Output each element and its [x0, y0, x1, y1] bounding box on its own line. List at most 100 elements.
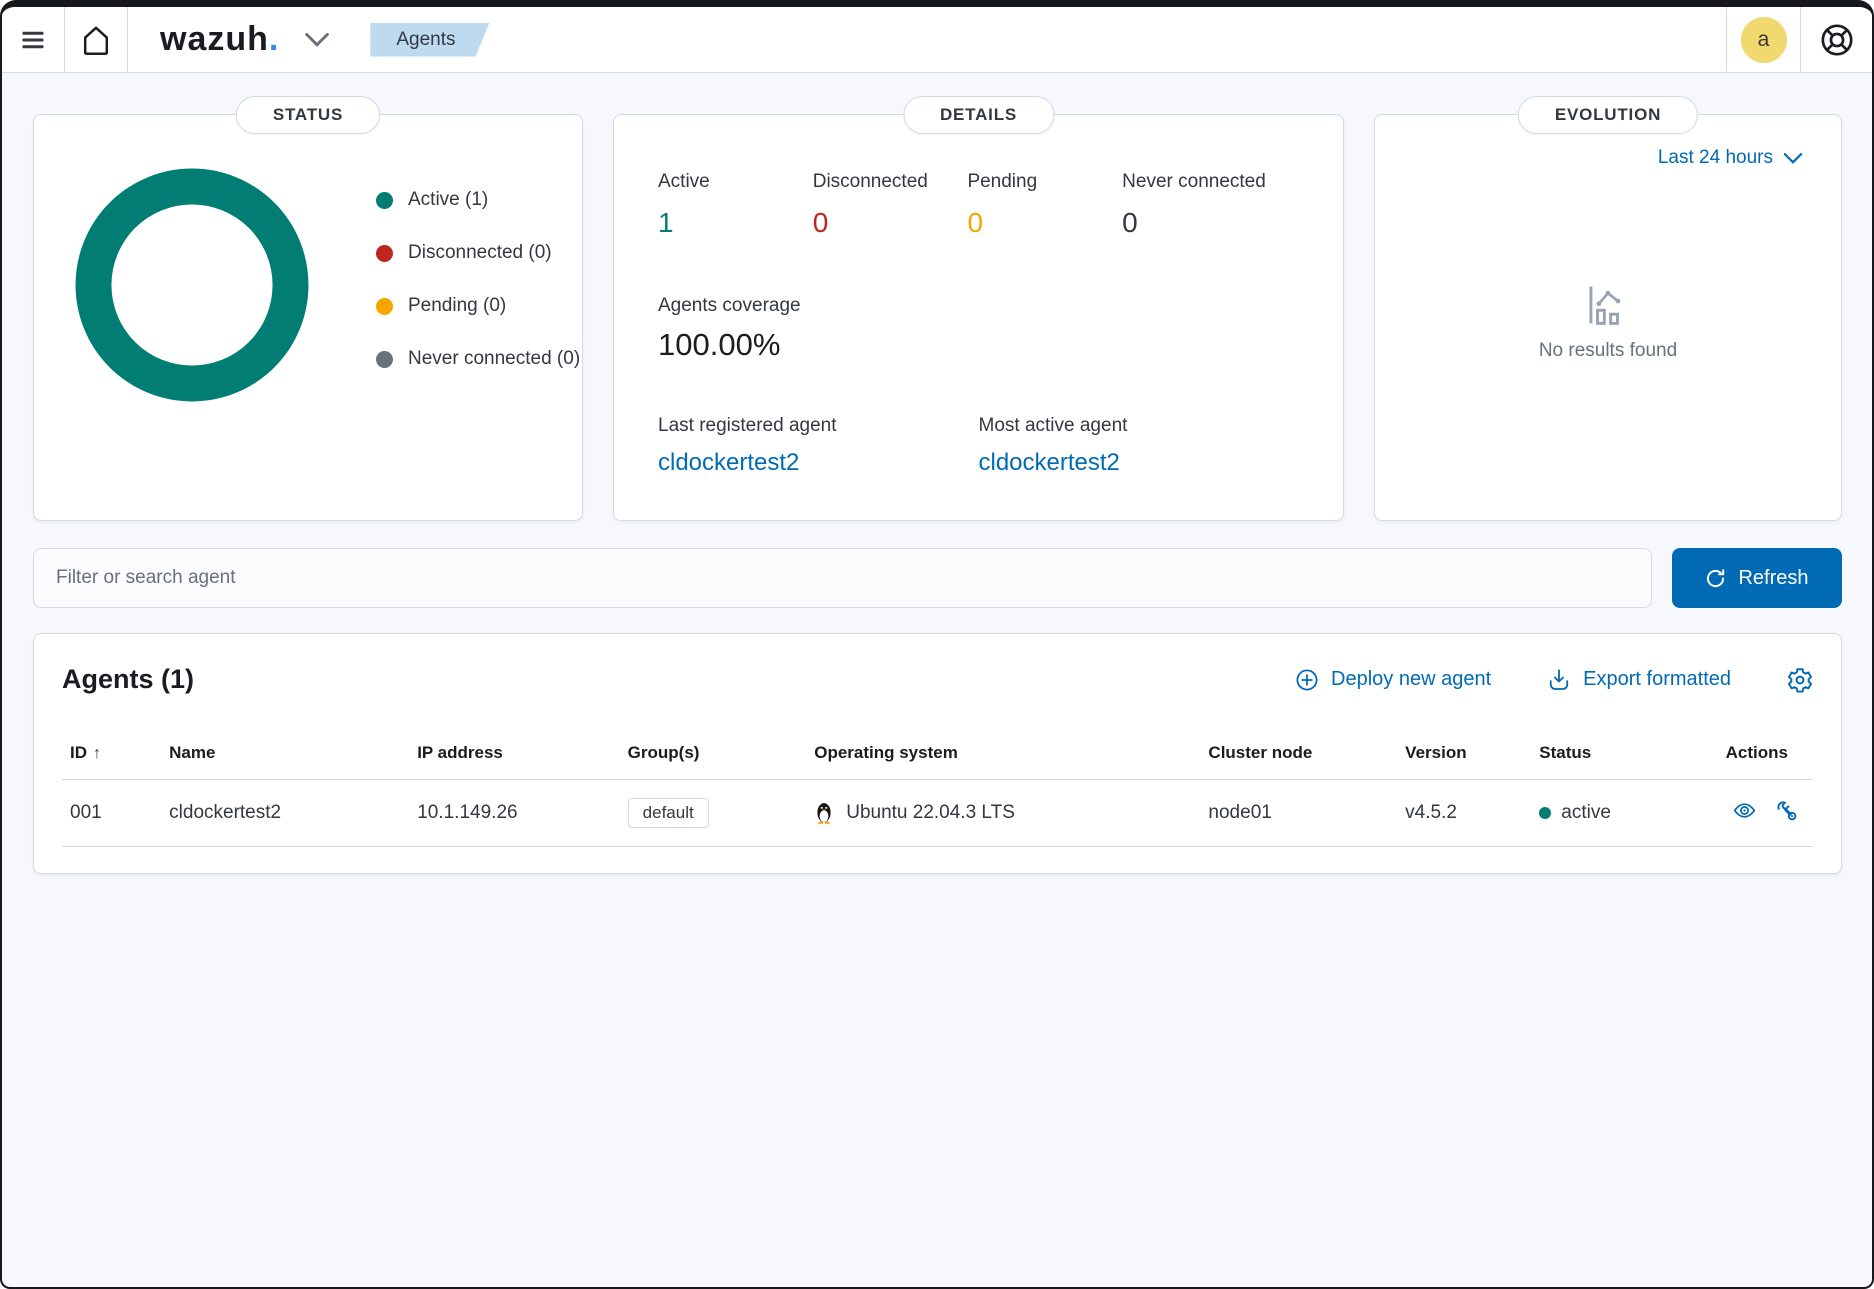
- avatar-initial: a: [1757, 27, 1770, 51]
- column-label: ID: [70, 743, 87, 762]
- cell-group: default: [619, 779, 807, 847]
- home-button[interactable]: [65, 7, 128, 72]
- last-registered-agent: Last registered agent cldockertest2: [658, 415, 979, 477]
- breadcrumb-tab-agents[interactable]: Agents: [370, 23, 489, 57]
- legend-dot-active: [376, 191, 393, 209]
- agent-config-button[interactable]: [1768, 799, 1805, 825]
- top-navigation-bar: wazuh. Agents a: [2, 7, 1872, 73]
- evolution-card: EVOLUTION Last 24 hours: [1374, 96, 1842, 521]
- export-formatted-label: Export formatted: [1583, 668, 1731, 690]
- linux-penguin-icon: [814, 801, 834, 825]
- logo-dot: .: [268, 20, 279, 58]
- help-button[interactable]: [1800, 7, 1872, 72]
- export-formatted-button[interactable]: Export formatted: [1547, 668, 1731, 692]
- download-icon: [1547, 668, 1571, 692]
- stat-never-connected: Never connected 0: [1122, 171, 1299, 239]
- column-header-cluster-node[interactable]: Cluster node: [1200, 729, 1397, 780]
- agents-panel-title: Agents (1): [62, 664, 195, 694]
- legend-label: Disconnected (0): [408, 242, 552, 263]
- column-header-id[interactable]: ID ↑: [62, 729, 161, 780]
- details-card-body: Active 1 Disconnected 0 Pending 0 Neve: [614, 115, 1343, 477]
- refresh-label: Refresh: [1738, 566, 1809, 589]
- legend-item-disconnected[interactable]: Disconnected (0): [376, 242, 580, 264]
- details-card: DETAILS Active 1 Disconnected 0 Pending: [613, 96, 1344, 521]
- refresh-icon: [1705, 568, 1726, 589]
- agent-highlights: Last registered agent cldockertest2 Most…: [658, 415, 1299, 477]
- refresh-button[interactable]: Refresh: [1672, 548, 1842, 608]
- user-menu-button[interactable]: a: [1726, 7, 1800, 72]
- stat-label: Disconnected: [812, 171, 928, 192]
- empty-message: No results found: [1538, 339, 1678, 361]
- eye-icon: [1733, 799, 1756, 822]
- legend-label: Pending (0): [408, 295, 507, 316]
- cell-actions: [1717, 779, 1813, 847]
- column-label: Name: [169, 743, 216, 762]
- legend-item-pending[interactable]: Pending (0): [376, 295, 580, 317]
- column-header-version[interactable]: Version: [1397, 729, 1531, 780]
- status-badge: active: [1561, 802, 1611, 823]
- logo-text: wazuh: [160, 20, 269, 58]
- stat-label: Pending: [967, 171, 1038, 192]
- column-header-name[interactable]: Name: [161, 729, 409, 780]
- breadcrumb-label: Agents: [396, 28, 456, 50]
- status-card: STATUS Active (1) Disconnected (0): [33, 96, 583, 521]
- most-active-agent-link[interactable]: cldockertest2: [978, 449, 1120, 476]
- menu-icon: [19, 28, 47, 52]
- agents-status-donut-chart: [75, 168, 309, 402]
- avatar: a: [1740, 16, 1787, 63]
- cell-status: active: [1531, 779, 1718, 847]
- legend-label: Active (1): [408, 189, 489, 210]
- app-switcher-chevron[interactable]: [304, 7, 330, 72]
- no-results-chart-icon: [1587, 284, 1629, 326]
- legend-item-never-connected[interactable]: Never connected (0): [376, 348, 580, 370]
- column-label: IP address: [417, 743, 503, 762]
- legend-dot-never-connected: [376, 350, 393, 368]
- table-settings-button[interactable]: [1787, 667, 1813, 693]
- column-header-os[interactable]: Operating system: [806, 729, 1200, 780]
- agents-search-row: Refresh: [33, 548, 1842, 608]
- summary-cards-row: STATUS Active (1) Disconnected (0): [33, 96, 1842, 521]
- agents-panel-actions: Deploy new agent Export formatted: [1295, 667, 1813, 693]
- deploy-new-agent-button[interactable]: Deploy new agent: [1295, 668, 1491, 692]
- chevron-down-icon: [1783, 152, 1803, 165]
- time-range-selector[interactable]: Last 24 hours: [1658, 147, 1803, 169]
- os-label: Ubuntu 22.04.3 LTS: [846, 802, 1015, 823]
- agents-coverage: Agents coverage 100.00%: [658, 295, 1299, 363]
- stat-value: 0: [1122, 207, 1138, 238]
- view-agent-button[interactable]: [1726, 799, 1763, 825]
- stat-disconnected: Disconnected 0: [813, 171, 968, 239]
- last-registered-agent-link[interactable]: cldockertest2: [658, 449, 800, 476]
- legend-label: Never connected (0): [408, 348, 581, 369]
- column-header-groups[interactable]: Group(s): [620, 729, 807, 780]
- evolution-card-title: EVOLUTION: [1517, 96, 1699, 134]
- most-active-label: Most active agent: [978, 415, 1128, 436]
- donut-segment-active: [75, 168, 309, 402]
- agents-panel: Agents (1) Deploy new agent: [33, 633, 1842, 874]
- coverage-value: 100.00%: [658, 327, 781, 362]
- time-range-label: Last 24 hours: [1657, 147, 1773, 168]
- chevron-down-icon: [304, 32, 330, 48]
- search-input[interactable]: [33, 548, 1652, 608]
- coverage-label: Agents coverage: [658, 295, 801, 316]
- details-card-title: DETAILS: [902, 96, 1055, 134]
- evolution-empty-state: No results found: [1375, 115, 1841, 520]
- group-badge[interactable]: default: [627, 798, 709, 828]
- stat-value: 0: [812, 207, 829, 238]
- column-header-status[interactable]: Status: [1531, 729, 1717, 780]
- column-label: Version: [1405, 743, 1467, 762]
- status-dot: [1539, 807, 1552, 819]
- column-label: Operating system: [814, 743, 958, 762]
- stat-label: Active: [658, 171, 710, 192]
- menu-button[interactable]: [2, 7, 65, 72]
- column-header-ip[interactable]: IP address: [409, 729, 619, 780]
- legend-item-active[interactable]: Active (1): [376, 189, 580, 211]
- most-active-agent: Most active agent cldockertest2: [979, 415, 1300, 477]
- stat-label: Never connected: [1122, 171, 1266, 192]
- column-header-actions: Actions: [1718, 729, 1813, 780]
- column-label: Group(s): [627, 743, 700, 762]
- topbar-right: a: [1726, 7, 1872, 72]
- stat-value: 1: [658, 207, 674, 238]
- brand-logo[interactable]: wazuh.: [128, 7, 278, 72]
- cell-name: cldockertest2: [161, 779, 410, 847]
